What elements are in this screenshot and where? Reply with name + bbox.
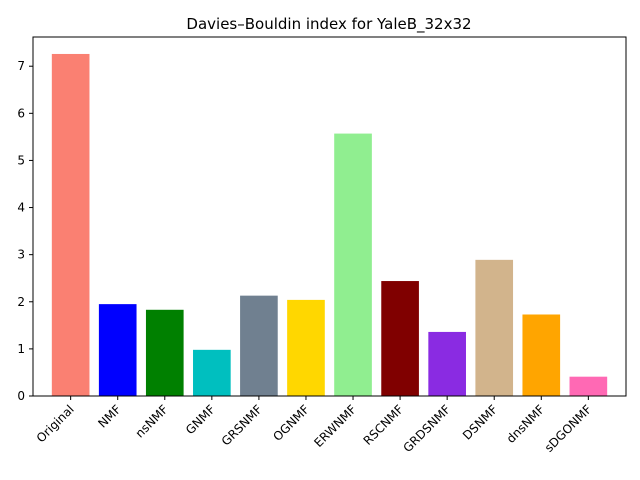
y-tick-label: 6 xyxy=(17,106,25,120)
bar-sdgonmf xyxy=(569,376,608,396)
x-tick-label: GNMF xyxy=(183,402,218,437)
y-tick-label: 4 xyxy=(17,201,25,215)
bars-group xyxy=(51,53,608,396)
x-tick-label: dnsNMF xyxy=(504,402,548,446)
x-tick-label: GRSNMF xyxy=(219,402,265,448)
x-tick-label: OGNMF xyxy=(270,402,312,444)
bar-grdsnmf xyxy=(428,331,466,396)
x-tick-label: Original xyxy=(34,402,77,445)
y-tick-label: 2 xyxy=(17,295,25,309)
bar-ognmf xyxy=(287,299,325,396)
bar-dsnmf xyxy=(475,259,514,396)
y-tick-label: 3 xyxy=(17,248,25,262)
plot-frame xyxy=(32,36,627,397)
y-tick-label: 1 xyxy=(17,342,25,356)
bar-dnsnmf xyxy=(522,314,561,396)
y-axis: 0 1 2 3 4 5 6 7 xyxy=(17,59,33,403)
x-axis: Original NMF nsNMF GNMF GRSNMF OGNMF ERWNMF RSC… xyxy=(34,396,595,455)
bar-erwnmf xyxy=(334,133,372,396)
x-tick-label: DSNMF xyxy=(460,402,500,442)
chart-title: Davies–Bouldin index for YaleB_32x32 xyxy=(186,15,471,34)
bar-gnmf xyxy=(193,349,231,396)
x-tick-label: NMF xyxy=(95,402,124,431)
y-tick-label: 0 xyxy=(17,389,25,403)
bar-original xyxy=(51,53,90,396)
y-tick-label: 5 xyxy=(17,153,25,167)
y-tick-label: 7 xyxy=(17,59,25,73)
x-tick-label: GRDSNMF xyxy=(400,402,453,455)
x-tick-label: nsNMF xyxy=(133,402,171,440)
x-tick-label: ERWNMF xyxy=(311,402,359,450)
x-tick-label: RSCNMF xyxy=(361,402,407,448)
bar-rscnmf xyxy=(381,281,419,396)
bar-nsnmf xyxy=(145,309,184,396)
bar-nmf xyxy=(98,304,137,396)
x-tick-label: sDGONMF xyxy=(542,402,595,455)
bar-grsnmf xyxy=(240,295,278,396)
